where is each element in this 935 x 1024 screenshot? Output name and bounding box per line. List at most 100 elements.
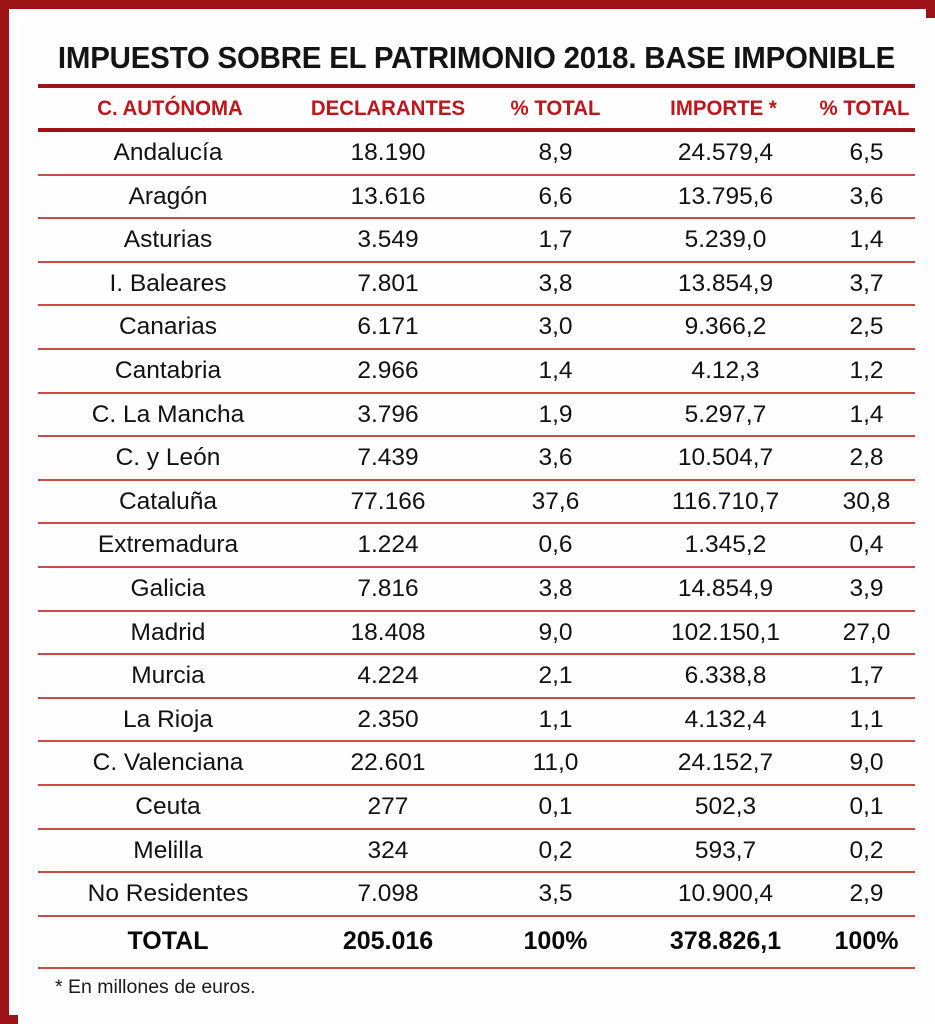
cell-pct-declarantes: 0,1 xyxy=(538,793,573,820)
cell-pct-importe: 6,5 xyxy=(849,139,884,166)
cell-region: Melilla xyxy=(133,836,203,864)
table-header-row: C. AUTÓNOMA DECLARANTES % TOTAL IMPORTE … xyxy=(38,93,915,125)
cell-pct-declarantes: 2,1 xyxy=(538,662,573,690)
table-container: IMPUESTO SOBRE EL PATRIMONIO 2018. BASE … xyxy=(18,18,935,1024)
column-header-pct-total-1: % TOTAL xyxy=(510,96,601,120)
cell-declarantes: 277 xyxy=(367,793,409,820)
cell-pct-importe: 1,7 xyxy=(849,662,884,690)
column-header-declarantes: DECLARANTES xyxy=(310,96,466,120)
cell-pct-declarantes: 3,0 xyxy=(538,313,573,341)
cell-importe: 24.579,4 xyxy=(677,139,774,166)
cell-region: Asturias xyxy=(123,226,213,254)
cell-declarantes: 3.796 xyxy=(357,400,419,428)
cell-pct-declarantes: 1,7 xyxy=(538,226,573,254)
total-pct-importe: 100% xyxy=(834,927,899,955)
table-row: Melilla 324 0,2 593,7 0,2 xyxy=(38,830,915,874)
cell-declarantes: 22.601 xyxy=(350,749,426,777)
row-divider xyxy=(38,435,915,438)
cell-region: I. Baleares xyxy=(109,269,227,297)
cell-declarantes: 6.171 xyxy=(357,313,419,341)
cell-pct-importe: 27,0 xyxy=(842,618,891,646)
cell-importe: 116.710,7 xyxy=(671,487,780,515)
cell-importe: 5.239,0 xyxy=(684,226,767,254)
cell-pct-importe: 2,9 xyxy=(849,880,884,908)
cell-pct-importe: 9,0 xyxy=(849,749,884,777)
row-divider xyxy=(38,653,915,656)
row-divider xyxy=(38,217,915,220)
cell-pct-importe: 2,8 xyxy=(849,444,884,472)
cell-pct-declarantes: 8,9 xyxy=(538,139,573,166)
cell-pct-declarantes: 3,8 xyxy=(538,269,573,297)
cell-region: Ceuta xyxy=(135,793,201,820)
cell-declarantes: 4.224 xyxy=(357,662,419,690)
cell-importe: 502,3 xyxy=(694,793,757,820)
cell-declarantes: 2.350 xyxy=(357,705,419,733)
row-divider xyxy=(38,609,915,612)
table-row: La Rioja 2.350 1,1 4.132,4 1,1 xyxy=(38,699,915,743)
total-importe: 378.826,1 xyxy=(669,927,782,955)
row-divider xyxy=(38,260,915,263)
cell-importe: 13.854,9 xyxy=(677,269,774,297)
table-row: Cantabria 2.966 1,4 4.12,3 1,2 xyxy=(38,350,915,394)
cell-pct-importe: 1,4 xyxy=(849,400,884,428)
row-divider xyxy=(38,391,915,394)
cell-pct-declarantes: 1,9 xyxy=(538,400,573,428)
table-row: Ceuta 277 0,1 502,3 0,1 xyxy=(38,786,915,830)
cell-region: C. y León xyxy=(115,444,221,472)
column-header-region: C. AUTÓNOMA xyxy=(97,96,243,120)
cell-region: Galicia xyxy=(130,575,206,602)
cell-importe: 102.150,1 xyxy=(671,618,780,646)
cell-importe: 593,7 xyxy=(694,836,757,864)
total-label: TOTAL xyxy=(127,927,209,955)
cell-importe: 24.152,7 xyxy=(677,749,774,777)
cell-pct-declarantes: 37,6 xyxy=(531,487,580,515)
table-row: Asturias 3.549 1,7 5.239,0 1,4 xyxy=(38,219,915,263)
cell-region: Madrid xyxy=(130,618,206,646)
table-row: C. Valenciana 22.601 11,0 24.152,7 9,0 xyxy=(38,742,915,786)
cell-declarantes: 1.224 xyxy=(357,531,419,559)
cell-pct-declarantes: 3,5 xyxy=(538,880,573,908)
cell-region: Cantabria xyxy=(114,357,222,384)
cell-importe: 4.12,3 xyxy=(691,357,760,384)
row-divider xyxy=(38,696,915,699)
total-declarantes: 205.016 xyxy=(342,927,434,955)
cell-importe: 4.132,4 xyxy=(684,705,767,733)
cell-pct-importe: 30,8 xyxy=(842,487,891,515)
cell-importe: 14.854,9 xyxy=(677,575,774,602)
cell-region: Canarias xyxy=(118,313,218,341)
total-divider-bottom xyxy=(38,967,915,969)
table-row: Canarias 6.171 3,0 9.366,2 2,5 xyxy=(38,306,915,350)
cell-declarantes: 18.408 xyxy=(350,618,426,646)
row-divider xyxy=(38,304,915,307)
cell-pct-declarantes: 0,2 xyxy=(538,836,573,864)
table-total-row: TOTAL 205.016 100% 378.826,1 100% xyxy=(38,917,915,967)
cell-pct-declarantes: 0,6 xyxy=(538,531,573,559)
table-row: Murcia 4.224 2,1 6.338,8 1,7 xyxy=(38,655,915,699)
column-header-importe: IMPORTE * xyxy=(670,96,777,120)
table-row: C. y León 7.439 3,6 10.504,7 2,8 xyxy=(38,437,915,481)
cell-importe: 10.504,7 xyxy=(677,444,774,472)
cell-pct-declarantes: 3,8 xyxy=(538,575,573,602)
cell-importe: 6.338,8 xyxy=(684,662,767,690)
row-divider xyxy=(38,478,915,481)
cell-declarantes: 3.549 xyxy=(357,226,419,254)
cell-pct-declarantes: 3,6 xyxy=(538,444,573,472)
cell-pct-importe: 0,1 xyxy=(849,793,884,820)
cell-declarantes: 2.966 xyxy=(357,357,419,384)
row-divider xyxy=(38,347,915,350)
cell-pct-importe: 3,6 xyxy=(849,182,884,210)
cell-region: C. Valenciana xyxy=(92,749,244,777)
table-row: No Residentes 7.098 3,5 10.900,4 2,9 xyxy=(38,873,915,917)
cell-importe: 1.345,2 xyxy=(684,531,767,559)
cell-region: Andalucía xyxy=(113,139,223,166)
cell-pct-importe: 3,7 xyxy=(849,269,884,297)
cell-declarantes: 7.439 xyxy=(357,444,419,472)
cell-pct-importe: 0,2 xyxy=(849,836,884,864)
cell-pct-importe: 3,9 xyxy=(849,575,884,602)
cell-region: La Rioja xyxy=(123,705,213,733)
cell-region: Aragón xyxy=(128,182,208,210)
table-row: Galicia 7.816 3,8 14.854,9 3,9 xyxy=(38,568,915,612)
cell-importe: 9.366,2 xyxy=(684,313,767,341)
cell-declarantes: 7.816 xyxy=(357,575,419,602)
page-title: IMPUESTO SOBRE EL PATRIMONIO 2018. BASE … xyxy=(57,41,896,75)
